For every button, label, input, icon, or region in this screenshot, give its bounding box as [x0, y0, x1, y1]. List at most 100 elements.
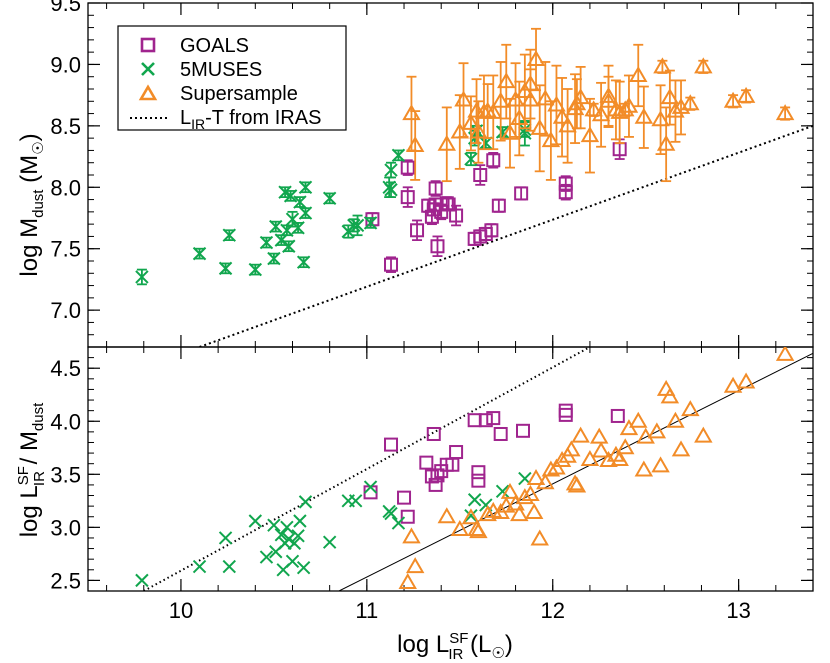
- x-marker: [467, 493, 482, 507]
- square-marker: [384, 257, 399, 272]
- plot-area: [135, 27, 813, 347]
- legend-box: [117, 25, 347, 131]
- square-marker: [397, 490, 412, 505]
- triangle-marker: [562, 440, 581, 457]
- triangle-marker: [526, 50, 546, 67]
- x-marker: [391, 516, 406, 530]
- y-tick-label: 8.0: [50, 175, 81, 200]
- triangle-marker: [497, 72, 516, 89]
- triangle-marker: [478, 101, 497, 118]
- triangle-marker: [723, 91, 743, 108]
- triangle-marker: [437, 134, 457, 151]
- x-marker: [291, 529, 305, 543]
- bottom-panel: 2.5 3.0 3.5 4.0 4.5 10 11 12 13: [50, 346, 814, 623]
- x-marker: [259, 235, 274, 250]
- triangle-marker: [681, 400, 700, 417]
- triangle-marker: [536, 89, 555, 106]
- triangle-marker: [629, 411, 648, 428]
- square-marker: [400, 190, 415, 205]
- x-marker: [222, 559, 236, 574]
- y-tick-label: 3.5: [50, 462, 81, 487]
- square-marker: [493, 426, 508, 441]
- triangle-marker: [591, 105, 611, 122]
- x-tick-label: 12: [541, 598, 565, 623]
- square-marker: [558, 403, 573, 418]
- triangle-marker: [491, 91, 510, 108]
- square-marker: [478, 413, 493, 428]
- triangle-marker: [547, 95, 566, 112]
- x-marker: [218, 261, 233, 276]
- top-panel: 7.0 7.5 8.0 8.5 9.0 9.5: [50, 0, 814, 348]
- triangle-marker: [405, 136, 425, 153]
- triangle-marker: [526, 469, 546, 486]
- x-marker: [283, 189, 298, 203]
- x-marker: [192, 246, 207, 261]
- x-tick-label: 13: [726, 598, 750, 623]
- triangle-marker: [736, 372, 756, 389]
- x-axis-label: log LSF IR (L☉): [397, 630, 513, 663]
- y-tick-label: 7.5: [50, 237, 81, 262]
- triangle-marker: [510, 505, 529, 522]
- legend-item-goals: GOALS: [140, 35, 249, 57]
- legend-label-goals: GOALS: [180, 35, 249, 57]
- square-marker: [410, 223, 425, 238]
- triangle-marker: [666, 411, 685, 428]
- triangle-marker: [660, 387, 680, 404]
- triangle-marker: [681, 94, 700, 111]
- triangle-marker: [610, 449, 629, 466]
- square-marker: [486, 411, 501, 426]
- triangle-marker: [634, 460, 654, 477]
- triangle-marker: [461, 113, 481, 130]
- x-marker: [285, 554, 300, 569]
- square-marker: [558, 176, 573, 191]
- triangle-marker: [651, 456, 670, 473]
- plot-frame: [87, 346, 814, 592]
- top-y-axis-label: log Mdust (M☉): [16, 133, 47, 276]
- triangle-marker: [616, 100, 635, 117]
- square-marker: [558, 407, 573, 422]
- square-marker: [471, 473, 486, 488]
- x-marker: [298, 495, 313, 509]
- triangle-marker: [656, 134, 676, 151]
- square-marker: [430, 239, 445, 254]
- square-marker: [449, 208, 464, 223]
- triangle-marker: [521, 484, 540, 501]
- triangle-marker: [571, 426, 590, 443]
- square-marker: [430, 468, 445, 483]
- triangle-marker: [580, 126, 600, 143]
- x-marker: [495, 484, 510, 498]
- x-marker: [348, 494, 363, 508]
- legend-item-lir-t-iras: LIR-T from IRAS: [130, 107, 321, 132]
- triangle-marker: [450, 519, 470, 536]
- x-marker: [384, 163, 398, 177]
- triangle-marker: [589, 427, 609, 444]
- y-tick-label: 4.5: [50, 356, 81, 381]
- triangle-marker: [671, 440, 691, 457]
- triangle-marker: [629, 65, 648, 82]
- x-marker: [192, 559, 207, 574]
- x-marker: [495, 125, 510, 139]
- x-marker: [293, 514, 307, 528]
- reference-line: [338, 352, 813, 591]
- x-marker: [282, 239, 296, 253]
- x-marker: [218, 531, 233, 545]
- square-marker: [439, 196, 454, 211]
- square-marker: [400, 509, 415, 524]
- triangle-marker: [461, 508, 481, 525]
- x-marker: [363, 216, 378, 230]
- triangle-marker: [651, 110, 670, 127]
- x-marker: [248, 262, 263, 277]
- triangle-marker: [647, 422, 667, 439]
- square-marker: [610, 408, 625, 423]
- triangle-marker: [484, 102, 503, 119]
- x-marker: [350, 218, 365, 233]
- x-marker: [280, 520, 294, 535]
- legend-item-supersample: Supersample: [138, 83, 298, 105]
- triangle-marker: [405, 557, 425, 574]
- x-marker: [267, 518, 281, 532]
- x-marker: [135, 270, 149, 284]
- triangle-marker: [398, 573, 417, 590]
- y-tick-label: 9.0: [50, 52, 81, 77]
- x-marker: [464, 508, 478, 523]
